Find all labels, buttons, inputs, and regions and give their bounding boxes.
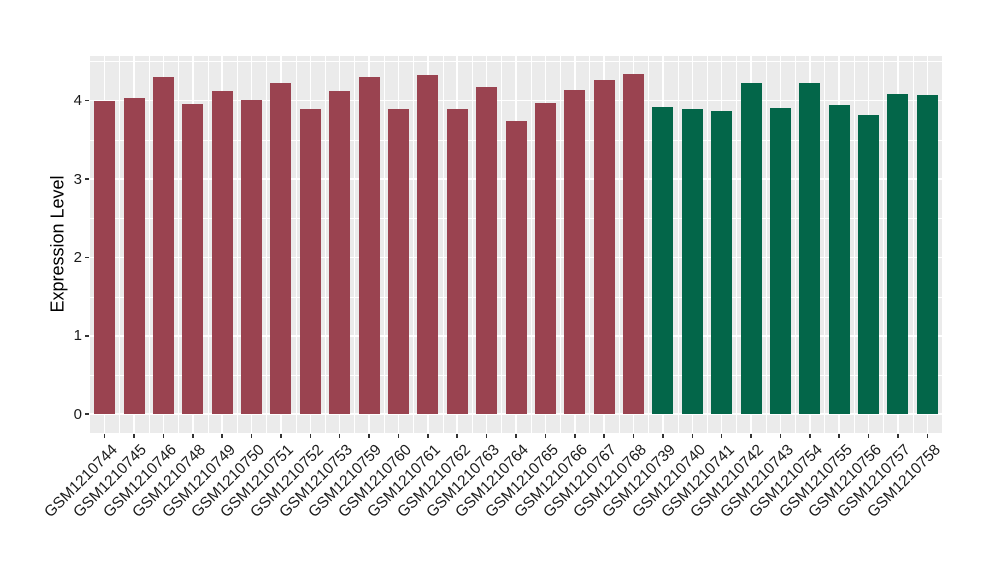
bar-GSM1210742 <box>740 82 762 415</box>
x-tick-mark <box>662 434 664 438</box>
v-gridline-minor <box>148 56 150 433</box>
x-tick-mark <box>192 434 194 438</box>
y-tick-label: 1 <box>73 327 82 345</box>
v-gridline-minor <box>560 56 561 433</box>
bar-GSM1210754 <box>799 83 821 415</box>
y-tick-label: 0 <box>73 405 82 423</box>
v-gridline-minor <box>442 56 444 433</box>
v-gridline-minor <box>618 56 620 433</box>
v-gridline-minor <box>648 56 649 433</box>
y-tick-mark <box>85 99 89 102</box>
v-gridline-minor <box>413 56 414 433</box>
bar-GSM1210753 <box>329 91 351 415</box>
y-tick-mark <box>85 413 89 415</box>
bar-GSM1210759 <box>358 77 380 415</box>
x-tick-mark <box>162 434 165 438</box>
bar-GSM1210762 <box>446 109 468 415</box>
v-gridline-minor <box>795 56 796 433</box>
bar-GSM1210748 <box>182 103 204 415</box>
x-tick-mark <box>280 434 282 438</box>
y-tick-label: 3 <box>73 170 82 188</box>
x-tick-mark <box>691 434 694 438</box>
v-gridline-minor <box>383 56 385 433</box>
bar-GSM1210763 <box>476 86 498 415</box>
x-tick-mark <box>867 434 870 438</box>
v-gridline-minor <box>178 56 179 433</box>
v-gridline-minor <box>765 56 767 433</box>
x-tick-mark <box>338 434 341 438</box>
x-tick-mark <box>456 434 458 438</box>
x-tick-mark <box>779 434 782 438</box>
v-gridline-minor <box>236 56 238 433</box>
bar-GSM1210750 <box>241 99 263 415</box>
bar-GSM1210760 <box>387 109 409 415</box>
bar-GSM1210764 <box>505 121 527 415</box>
v-gridline-minor <box>295 56 297 433</box>
v-gridline-minor <box>207 56 209 433</box>
bar-GSM1210765 <box>534 103 556 415</box>
v-gridline-minor <box>912 56 914 433</box>
bar-GSM1210751 <box>270 83 292 415</box>
v-gridline-minor <box>589 56 591 433</box>
bar-GSM1210739 <box>652 106 674 415</box>
v-gridline-minor <box>119 56 121 433</box>
bar-GSM1210749 <box>211 91 233 415</box>
y-tick-mark <box>85 335 89 337</box>
bar-GSM1210758 <box>916 95 938 415</box>
bar-GSM1210741 <box>711 110 733 415</box>
x-tick-mark <box>838 434 840 438</box>
x-tick-mark <box>397 434 400 438</box>
plot-panel <box>90 56 942 433</box>
y-tick-label: 4 <box>73 92 82 110</box>
x-tick-mark <box>720 434 723 438</box>
bar-GSM1210752 <box>299 108 321 415</box>
x-tick-mark <box>485 434 488 438</box>
bar-GSM1210757 <box>887 94 909 415</box>
x-tick-mark <box>103 434 106 438</box>
x-tick-mark <box>368 434 370 438</box>
y-tick-label: 2 <box>73 248 82 266</box>
bar-GSM1210766 <box>564 90 586 415</box>
bar-GSM1210740 <box>681 108 703 415</box>
v-gridline-minor <box>883 56 885 433</box>
bar-GSM1210755 <box>828 105 850 415</box>
v-gridline-minor <box>325 56 326 433</box>
bar-GSM1210767 <box>593 80 615 415</box>
v-gridline-minor <box>266 56 268 433</box>
y-axis-title: Expression Level <box>47 175 68 313</box>
x-tick-mark <box>809 434 811 438</box>
x-tick-mark <box>603 434 605 438</box>
x-tick-mark <box>221 434 223 438</box>
x-tick-mark <box>750 434 752 438</box>
bar-GSM1210743 <box>769 107 791 415</box>
v-gridline-minor <box>530 56 532 433</box>
bar-GSM1210746 <box>152 77 174 415</box>
bar-GSM1210761 <box>417 74 439 415</box>
x-tick-mark <box>133 434 135 438</box>
x-tick-mark <box>309 434 312 438</box>
bar-GSM1210745 <box>123 98 145 415</box>
x-tick-mark <box>926 434 929 438</box>
x-tick-mark <box>250 434 253 438</box>
v-gridline-minor <box>736 56 738 433</box>
v-gridline-minor <box>824 56 826 433</box>
x-tick-mark <box>544 434 547 438</box>
v-gridline-minor <box>677 56 679 433</box>
x-tick-mark <box>632 434 635 438</box>
bar-GSM1210744 <box>94 101 116 415</box>
y-tick-mark <box>85 256 89 259</box>
v-gridline-minor <box>853 56 855 433</box>
x-tick-mark <box>574 434 576 438</box>
y-tick-mark <box>85 178 89 180</box>
x-tick-mark <box>515 434 517 438</box>
x-tick-mark <box>427 434 429 438</box>
bar-GSM1210768 <box>623 74 645 415</box>
bar-GSM1210756 <box>858 114 880 415</box>
v-gridline-minor <box>354 56 356 433</box>
v-gridline-minor <box>706 56 708 433</box>
v-gridline-minor <box>501 56 503 433</box>
v-gridline-minor <box>471 56 473 433</box>
x-tick-mark <box>897 434 899 438</box>
